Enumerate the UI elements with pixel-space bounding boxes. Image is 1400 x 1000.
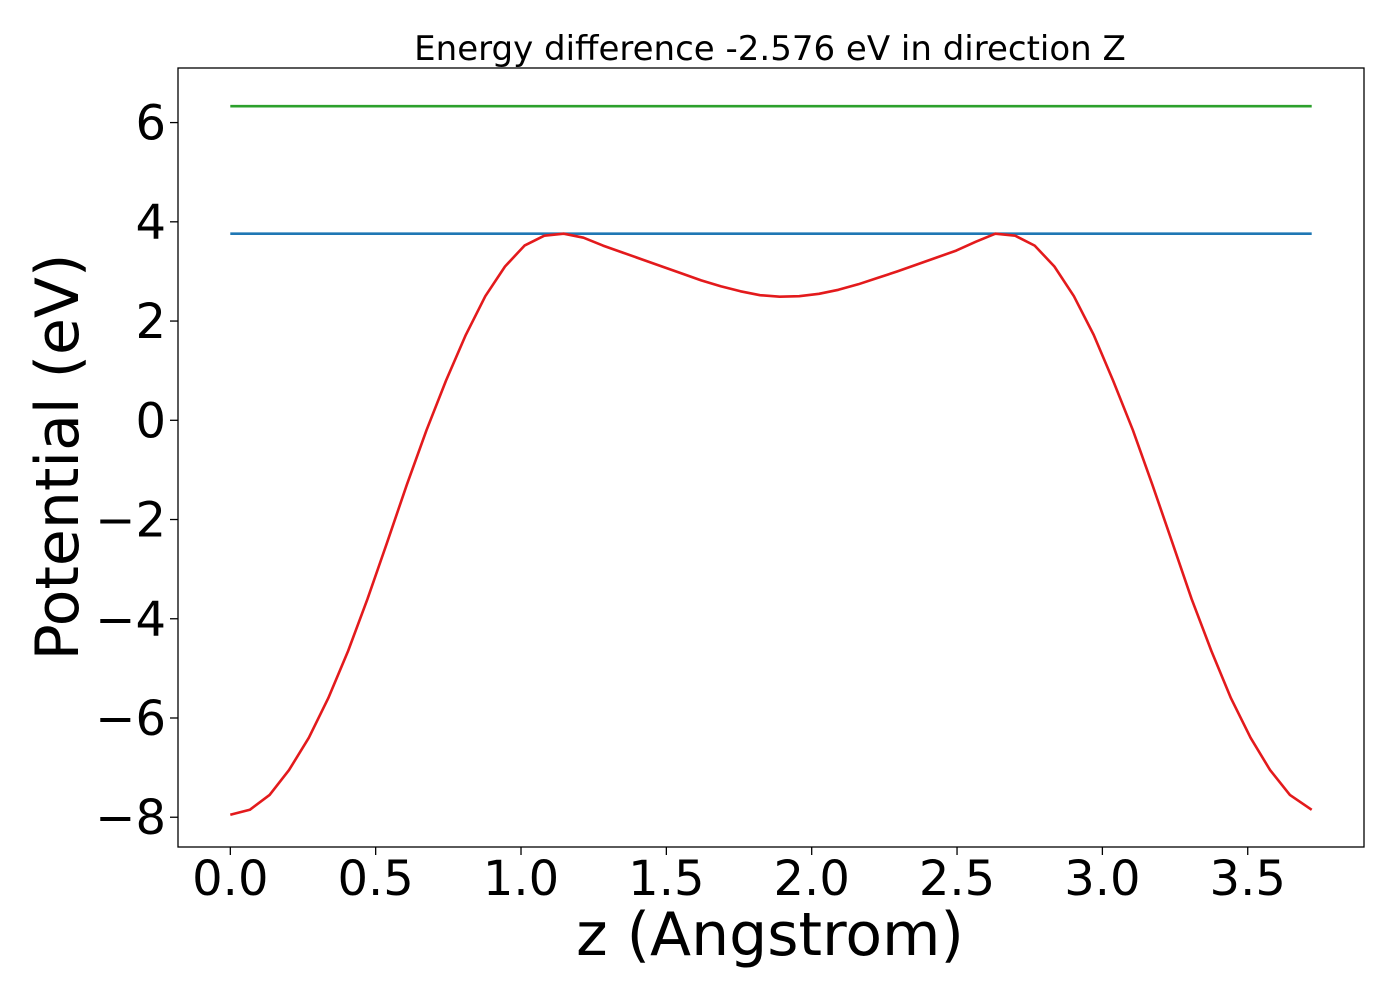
x-tick-label: 0.5 xyxy=(337,851,413,907)
series-layer xyxy=(229,104,1313,816)
y-tick-label: −6 xyxy=(95,691,166,747)
y-tick-label: −4 xyxy=(95,592,166,648)
y-tick-label: 4 xyxy=(135,195,166,251)
plot-area-frame xyxy=(177,67,1365,848)
y-tick-label: −2 xyxy=(95,493,166,549)
y-axis-label: Potential (eV) xyxy=(23,254,93,661)
y-tick-label: 2 xyxy=(135,294,166,350)
x-axis-ticks: 0.0 0.5 1.0 1.5 2.0 2.5 3.0 3.5 xyxy=(192,847,1286,907)
x-tick-label: 1.0 xyxy=(483,851,559,907)
y-axis-ticks: −8 −6 −4 −2 0 2 4 6 xyxy=(95,96,178,846)
x-axis-label: z (Angstrom) xyxy=(576,900,964,970)
x-tick-label: 0.0 xyxy=(192,851,268,907)
y-tick-label: −8 xyxy=(95,790,166,846)
x-tick-label: 3.0 xyxy=(1064,851,1140,907)
x-tick-label: 2.5 xyxy=(919,851,995,907)
y-tick-label: 6 xyxy=(135,96,166,152)
y-tick-label: 0 xyxy=(135,393,166,449)
series-line-2 xyxy=(229,232,1313,816)
x-tick-label: 2.0 xyxy=(774,851,850,907)
chart-title: Energy difference -2.576 eV in direction… xyxy=(414,29,1126,69)
x-tick-label: 3.5 xyxy=(1210,851,1286,907)
x-tick-label: 1.5 xyxy=(628,851,704,907)
